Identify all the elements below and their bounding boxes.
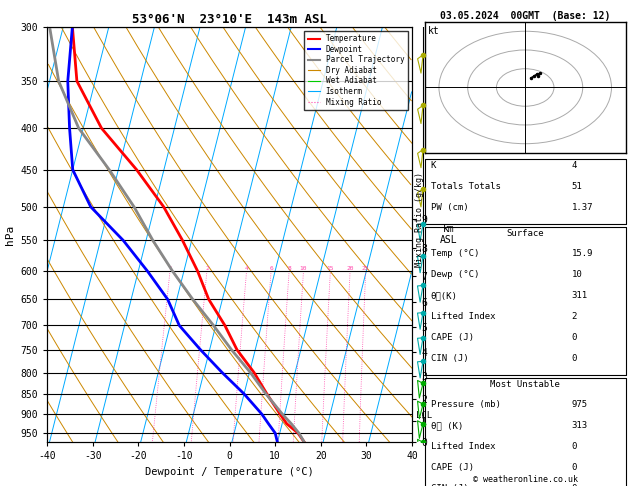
Text: Dewp (°C): Dewp (°C) — [431, 270, 479, 279]
Text: 10: 10 — [300, 266, 307, 271]
Text: 975: 975 — [572, 400, 587, 409]
Text: PW (cm): PW (cm) — [431, 203, 468, 212]
Text: Lifted Index: Lifted Index — [431, 312, 495, 321]
Text: 2: 2 — [205, 266, 209, 271]
Text: 0: 0 — [572, 463, 577, 472]
Title: 53°06'N  23°10'E  143m ASL: 53°06'N 23°10'E 143m ASL — [132, 13, 327, 26]
Text: 0: 0 — [572, 442, 577, 451]
Text: 4: 4 — [245, 266, 248, 271]
X-axis label: Dewpoint / Temperature (°C): Dewpoint / Temperature (°C) — [145, 467, 314, 477]
Text: 0: 0 — [572, 484, 577, 486]
Text: 4: 4 — [572, 161, 577, 170]
Text: 03.05.2024  00GMT  (Base: 12): 03.05.2024 00GMT (Base: 12) — [440, 11, 610, 21]
Text: Most Unstable: Most Unstable — [490, 380, 560, 389]
Text: Totals Totals: Totals Totals — [431, 182, 501, 191]
Text: 6: 6 — [269, 266, 273, 271]
Text: © weatheronline.co.uk: © weatheronline.co.uk — [473, 474, 577, 484]
Text: CIN (J): CIN (J) — [431, 354, 468, 363]
Text: Temp (°C): Temp (°C) — [431, 249, 479, 259]
Text: 0: 0 — [572, 333, 577, 342]
Text: θᴇ(K): θᴇ(K) — [431, 291, 457, 300]
Text: 25: 25 — [362, 266, 369, 271]
Text: 1: 1 — [168, 266, 172, 271]
Text: θᴇ (K): θᴇ (K) — [431, 421, 463, 430]
Text: 20: 20 — [347, 266, 354, 271]
Text: 10: 10 — [572, 270, 582, 279]
Legend: Temperature, Dewpoint, Parcel Trajectory, Dry Adiabat, Wet Adiabat, Isotherm, Mi: Temperature, Dewpoint, Parcel Trajectory… — [304, 31, 408, 110]
Text: 8: 8 — [287, 266, 291, 271]
Text: Pressure (mb): Pressure (mb) — [431, 400, 501, 409]
Text: 0: 0 — [572, 354, 577, 363]
Text: kt: kt — [428, 26, 439, 35]
Text: CAPE (J): CAPE (J) — [431, 333, 474, 342]
Text: 15.9: 15.9 — [572, 249, 593, 259]
Text: Lifted Index: Lifted Index — [431, 442, 495, 451]
Text: Mixing Ratio (g/kg): Mixing Ratio (g/kg) — [415, 173, 424, 267]
Text: CAPE (J): CAPE (J) — [431, 463, 474, 472]
Text: K: K — [431, 161, 436, 170]
Y-axis label: km
ASL: km ASL — [440, 224, 458, 245]
Text: 1.37: 1.37 — [572, 203, 593, 212]
Y-axis label: hPa: hPa — [5, 225, 15, 244]
Text: 15: 15 — [326, 266, 334, 271]
Text: 311: 311 — [572, 291, 587, 300]
Text: Surface: Surface — [506, 228, 544, 238]
Text: LCL: LCL — [416, 411, 432, 420]
Text: 2: 2 — [572, 312, 577, 321]
Text: CIN (J): CIN (J) — [431, 484, 468, 486]
Text: 313: 313 — [572, 421, 587, 430]
Text: 51: 51 — [572, 182, 582, 191]
